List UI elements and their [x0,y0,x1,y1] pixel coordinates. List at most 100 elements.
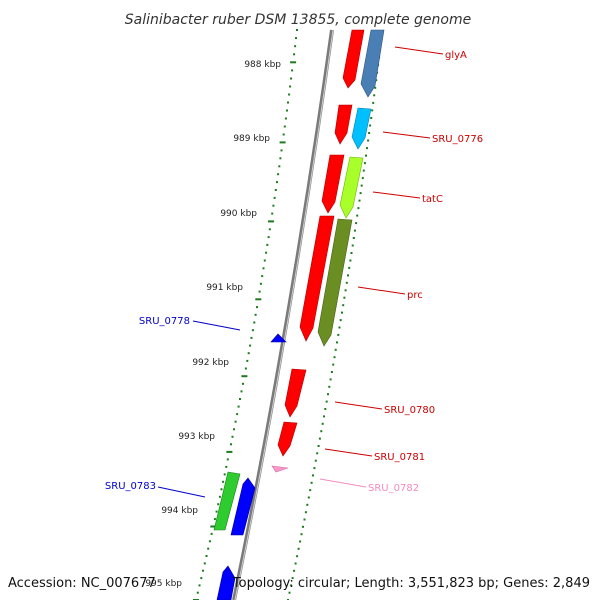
minor-tick [291,577,294,580]
label-sru0780[interactable]: SRU_0780 [384,405,435,416]
minor-tick [303,518,306,521]
minor-tick [276,181,278,184]
minor-tick [296,555,299,558]
minor-tick [329,378,332,381]
map-title: Salinibacter ruber DSM 13855, complete g… [125,12,471,28]
minor-tick [295,37,297,40]
scale-label-994: 994 kbp [161,506,198,516]
minor-tick [300,533,303,536]
minor-tick [253,321,256,324]
minor-tick [360,184,363,187]
accession-text: Accession: NC_007677 [8,576,156,591]
minor-tick [205,555,208,557]
gene-sru0776-cds[interactable] [334,104,353,145]
topology-text: Topology: circular; Length: 3,551,823 bp… [232,576,590,591]
minor-tick [293,569,296,572]
minor-tick [372,101,375,104]
minor-tick [279,157,282,160]
minor-tick [236,413,239,416]
minor-tick [359,192,362,195]
cog-track [317,29,385,347]
minor-tick [262,267,265,270]
scale-label-988: 988 kbp [244,60,281,70]
gene-tatC-cog[interactable] [339,156,364,219]
minor-tick [342,304,345,307]
minor-tick [318,437,321,440]
label-sru0783[interactable]: SRU_0783 [105,481,156,492]
minor-tick [288,591,291,594]
minor-tick [323,415,325,418]
minor-tick [267,236,270,239]
minor-tick [365,154,367,157]
minor-tick [200,577,203,580]
minor-tick [356,214,359,217]
minor-tick [362,169,365,172]
gene-sru0776-cog[interactable] [351,107,372,150]
label-sru0778[interactable]: SRU_0778 [139,316,190,327]
label-glyA[interactable]: glyA [445,50,467,61]
minor-tick [217,503,220,506]
minor-tick [334,348,337,351]
minor-tick [293,53,296,56]
gene-sru0784-cds[interactable] [216,565,236,600]
minor-tick [290,77,293,80]
minor-tick [304,511,307,514]
minor-tick [242,382,244,385]
gene-glyA-cog[interactable] [360,29,385,98]
label-sru0782[interactable]: SRU_0782 [368,483,419,494]
minor-tick [297,547,300,550]
scale-label-989: 989 kbp [233,134,270,144]
scale-label-993: 993 kbp [178,432,215,442]
gene-sru0783-cog[interactable] [213,471,241,531]
minor-tick [347,274,349,277]
minor-tick [213,518,216,521]
minor-tick [250,336,253,339]
scale-label-995: 995 kbp [145,579,182,589]
label-prc[interactable]: prc [407,290,423,301]
minor-tick [259,282,262,285]
major-tick [210,525,217,528]
minor-tick [202,569,204,572]
minor-tick [226,458,229,461]
label-tatC[interactable]: tatC [422,194,443,205]
minor-tick [306,503,309,506]
gene-glyA-cds[interactable] [342,29,365,89]
gene-tatC-cds[interactable] [321,154,345,214]
gene-sru0780-cds[interactable] [284,368,307,418]
minor-tick [288,93,291,96]
minor-tick [341,311,343,314]
minor-tick [278,165,281,168]
minor-tick [234,420,237,423]
label-sru0776[interactable]: SRU_0776 [432,134,483,145]
label-sru0781[interactable]: SRU_0781 [374,452,425,463]
minor-tick [280,149,283,152]
minor-tick [258,290,261,293]
gene-sru0782-rna[interactable] [271,465,289,473]
gene-sru0778-cds[interactable] [270,333,287,343]
minor-tick [327,393,329,396]
minor-tick [330,371,333,373]
minor-tick [283,125,286,128]
minor-tick [291,69,294,72]
gene-sru0783-cds[interactable] [230,477,256,536]
minor-tick [239,398,241,400]
minor-tick [355,222,358,225]
forward-cds-track [277,29,365,457]
minor-tick [309,489,312,492]
gene-sru0781-cds[interactable] [277,421,298,457]
scale-label-991: 991 kbp [206,283,243,293]
minor-tick [324,408,327,410]
minor-tick [351,244,354,247]
minor-tick [246,359,249,362]
minor-tick [302,525,304,528]
genome-backbone [232,29,334,600]
gene-prc-cog[interactable] [317,218,353,347]
minor-tick [343,296,346,299]
gene-prc-cds[interactable] [299,215,335,342]
scale-label-992: 992 kbp [192,358,229,368]
label-leaders [157,46,444,498]
minor-tick [230,443,232,446]
minor-tick [345,281,348,284]
minor-tick [363,162,366,165]
